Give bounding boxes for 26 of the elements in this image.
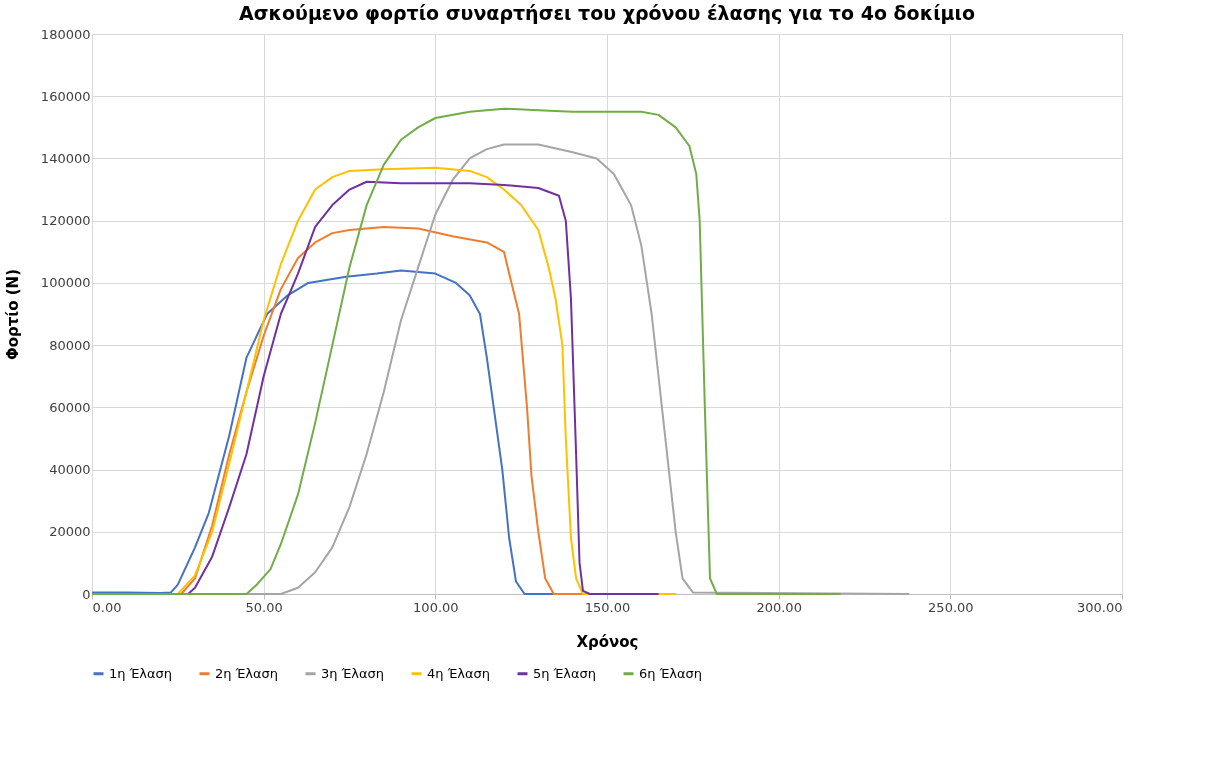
x-tick-label: 250.00 — [928, 599, 974, 615]
x-axis-title: Χρόνος — [576, 632, 639, 651]
legend-label: 1η Έλαση — [109, 665, 173, 681]
y-tick-label: 40000 — [49, 462, 91, 478]
y-tick-label: 120000 — [40, 213, 91, 229]
x-tick-label: 50.00 — [245, 599, 283, 615]
x-tick-label: 300.00 — [1077, 599, 1123, 615]
y-tick-label: 100000 — [40, 275, 91, 291]
legend-label: 5η Έλαση — [533, 665, 597, 681]
x-tick-label: 200.00 — [756, 599, 802, 615]
legend-label: 6η Έλαση — [639, 665, 703, 681]
y-tick-label: 60000 — [49, 399, 91, 415]
y-axis-title: Φορτίο (N) — [3, 268, 22, 361]
y-tick-label: 160000 — [40, 88, 91, 104]
x-tick-label: 100.00 — [413, 599, 459, 615]
chart-title: Ασκούμενο φορτίο συναρτήσει του χρόνου έλασης για το 4ο δοκίμιο — [239, 2, 975, 24]
y-tick-label: 0 — [82, 586, 91, 602]
y-tick-label: 20000 — [49, 524, 91, 540]
x-tick-label: 0.00 — [92, 599, 122, 615]
legend-label: 4η Έλαση — [427, 665, 491, 681]
legend-label: 2η Έλαση — [215, 665, 279, 681]
y-tick-label: 180000 — [40, 26, 91, 42]
legend-label: 3η Έλαση — [321, 665, 385, 681]
y-tick-label: 140000 — [40, 150, 91, 166]
x-tick-label: 150.00 — [584, 599, 631, 615]
y-tick-label: 80000 — [49, 337, 91, 353]
